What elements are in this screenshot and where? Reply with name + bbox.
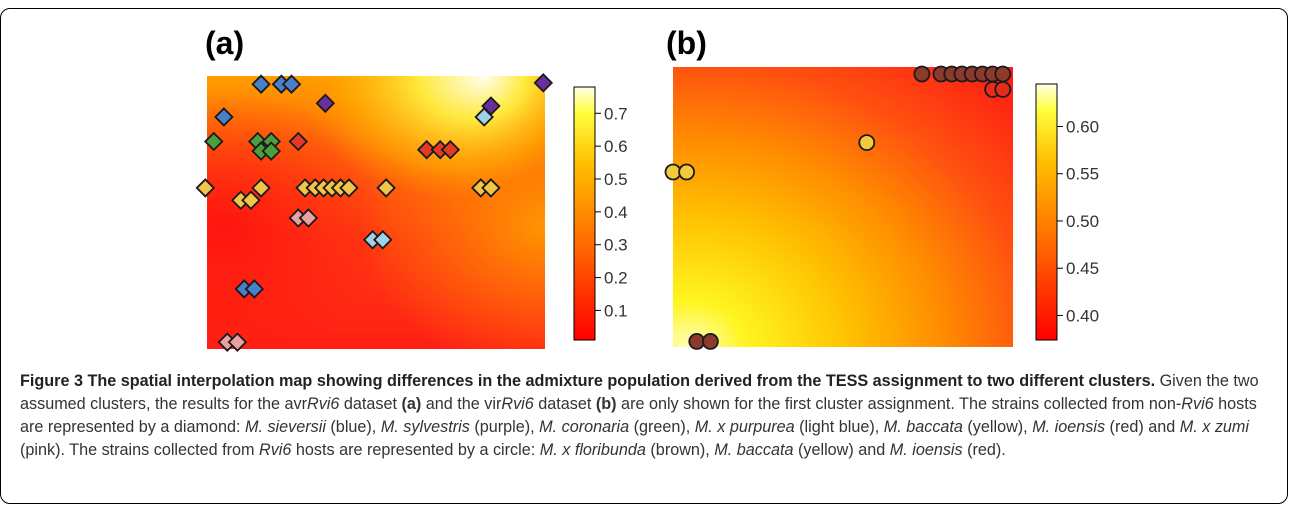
caption-text: (brown), (645, 441, 715, 459)
caption-gene: Rvi6 (1181, 395, 1214, 413)
diamond-marker (376, 178, 396, 198)
diamond-marker (214, 107, 234, 127)
circle-marker (994, 81, 1012, 98)
diamond-marker (244, 279, 265, 299)
figure-caption: Figure 3 The spatial interpolation map s… (20, 370, 1265, 462)
colorbar-tick-label: 0.60 (1066, 118, 1099, 137)
caption-species: M. ioensis (1032, 418, 1106, 436)
caption-species: M. sylvestris (380, 418, 470, 436)
caption-species: M. coronaria (539, 418, 630, 436)
diamond-marker (474, 107, 494, 127)
colorbar-tick-label: 0.45 (1066, 259, 1099, 278)
panel-a-heatmap (207, 76, 545, 349)
diamond-marker (339, 178, 359, 198)
caption-panel-ref-b: (b) (595, 395, 617, 413)
panel-a-markers (195, 73, 554, 352)
caption-text: are only shown for the first cluster ass… (616, 395, 1182, 413)
figure-graphic: (a) 0.70.60.50.40.30.20.1 (b) 0.600.550.… (195, 25, 1099, 352)
colorbar-tick-label: 0.55 (1066, 165, 1099, 184)
panel-b-heatmap (673, 67, 1013, 347)
diamond-marker (533, 73, 554, 93)
colorbar-tick-label: 0.3 (604, 236, 628, 255)
circle-marker (678, 163, 695, 181)
caption-title: Figure 3 The spatial interpolation map s… (20, 372, 1156, 390)
diamond-marker (481, 178, 501, 198)
colorbar-tick-label: 0.50 (1066, 212, 1099, 231)
diamond-marker (372, 230, 393, 250)
caption-text: (yellow) and (793, 441, 890, 459)
colorbar-tick-label: 0.4 (604, 203, 628, 222)
diamond-marker (195, 178, 216, 198)
diamond-marker (288, 131, 309, 152)
diamond-marker (227, 332, 248, 352)
caption-text: (yellow), (962, 418, 1033, 436)
diamond-marker (416, 139, 437, 160)
caption-species: M. baccata (714, 441, 794, 459)
diamond-marker (261, 141, 281, 161)
panel-b: (b) 0.60 0.55 0.50 0.45 0.40 (664, 25, 1099, 350)
caption-species: M. ioensis (889, 441, 963, 459)
circle-marker (858, 134, 876, 152)
colorbar-tick-label: 0.7 (604, 104, 628, 123)
diamond-marker (440, 139, 461, 160)
diamond-marker (298, 208, 319, 228)
panel-a: (a) 0.7 0.6 0.5 0.4 0.3 0.2 0.1 (195, 25, 628, 352)
caption-text: (purple), (469, 418, 540, 436)
colorbar-tick-label: 0.5 (604, 170, 628, 189)
caption-text: (red) and (1105, 418, 1180, 436)
caption-species: M. baccata (883, 418, 963, 436)
diamond-marker (241, 190, 261, 210)
figure-frame (0, 8, 1288, 504)
diamond-marker (281, 74, 302, 94)
caption-species: M. sieversii (244, 418, 326, 436)
circle-marker (994, 65, 1012, 83)
caption-species: M. x floribunda (539, 441, 646, 459)
diamond-marker (251, 74, 271, 94)
caption-gene: Rvi6 (259, 441, 292, 459)
caption-text: hosts are represented by a diamond: (20, 395, 1257, 436)
caption-text: (blue), (325, 418, 381, 436)
caption-text: and the vir (421, 395, 502, 413)
circle-marker (702, 332, 719, 350)
panel-b-markers (664, 65, 1012, 350)
colorbar-tick-label: 0.6 (604, 137, 628, 156)
panel-a-colorbar: 0.7 0.6 0.5 0.4 0.3 0.2 0.1 (573, 86, 628, 341)
colorbar-tick-label: 0.40 (1066, 306, 1099, 325)
caption-species: M. x zumi (1179, 418, 1249, 436)
caption-gene: Rvi6 (501, 395, 534, 413)
panel-a-colorbar-ticks: 0.7 0.6 0.5 0.4 0.3 0.2 0.1 (595, 104, 628, 320)
diamond-marker (251, 178, 271, 198)
panel-b-colorbar: 0.60 0.55 0.50 0.45 0.40 (1035, 83, 1099, 341)
caption-text: (green), (629, 418, 695, 436)
panel-b-label: (b) (666, 25, 707, 61)
caption-text: (red). (962, 441, 1006, 459)
diamond-marker (315, 93, 336, 114)
caption-gene: Rvi6 (307, 395, 340, 413)
caption-text: dataset (533, 395, 596, 413)
caption-text: Given the two assumed clusters, the resu… (20, 372, 1259, 413)
diamond-marker (203, 131, 224, 152)
caption-panel-ref-a: (a) (401, 395, 422, 413)
colorbar-tick-label: 0.2 (604, 269, 628, 288)
caption-text: hosts are represented by a circle: (291, 441, 540, 459)
colorbar-tick-label: 0.1 (604, 301, 628, 320)
caption-text: (light blue), (794, 418, 884, 436)
panel-a-label: (a) (205, 25, 244, 61)
panel-b-colorbar-ticks: 0.60 0.55 0.50 0.45 0.40 (1057, 118, 1099, 325)
caption-species: M. x purpurea (694, 418, 795, 436)
caption-text: dataset (339, 395, 402, 413)
circle-marker (913, 65, 931, 83)
caption-text: (pink). The strains collected from (20, 441, 260, 459)
